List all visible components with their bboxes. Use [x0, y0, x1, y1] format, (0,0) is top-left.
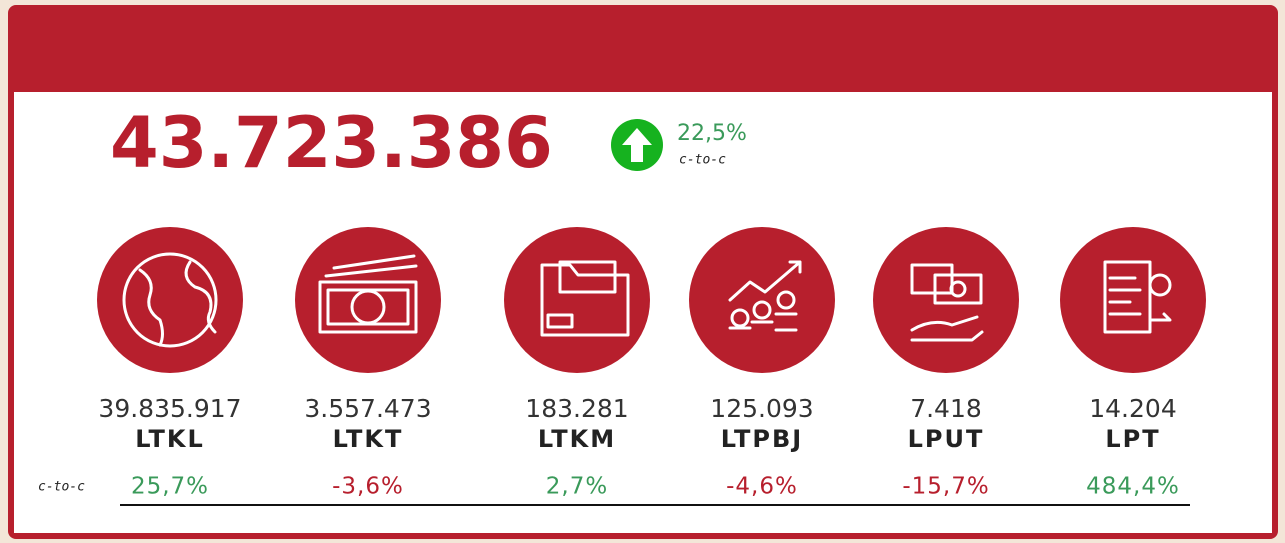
document-icon [1103, 260, 1172, 334]
total-value: 43.723.386 [110, 102, 553, 184]
payment-icon [910, 263, 984, 342]
item-change: 2,7% [546, 474, 608, 500]
item-value: 125.093 [710, 394, 813, 423]
money-icon [318, 254, 418, 334]
item-change: 484,4% [1086, 474, 1180, 500]
up-arrow [622, 128, 652, 162]
item-value: 183.281 [525, 394, 628, 423]
item-label: LTKM [538, 425, 616, 453]
total-change-label: c-to-c [679, 153, 726, 168]
item-value: 14.204 [1089, 394, 1176, 423]
item-change: 25,7% [131, 474, 209, 500]
item-change: -3,6% [332, 474, 404, 500]
item-circle [295, 227, 441, 373]
item-change: -15,7% [902, 474, 989, 500]
item-value: 3.557.473 [304, 394, 431, 423]
item-circle [1060, 227, 1206, 373]
item-label: LPT [1105, 425, 1160, 453]
total-change: 22,5% [677, 121, 747, 146]
icons [122, 252, 1172, 348]
growth-icon [728, 260, 802, 332]
item-label: LPUT [908, 425, 985, 453]
item-label: LTKT [333, 425, 404, 453]
item-change: -4,6% [726, 474, 798, 500]
item-value: 7.418 [910, 394, 982, 423]
item-circle [689, 227, 835, 373]
folder-icon [540, 260, 630, 337]
item-circle [97, 227, 243, 373]
item-value: 39.835.917 [98, 394, 241, 423]
row-label: c-to-c [38, 480, 85, 495]
item-label: LTKL [135, 425, 205, 453]
globe-icon [122, 252, 218, 348]
item-label: LTPBJ [721, 425, 804, 453]
item-circle [873, 227, 1019, 373]
